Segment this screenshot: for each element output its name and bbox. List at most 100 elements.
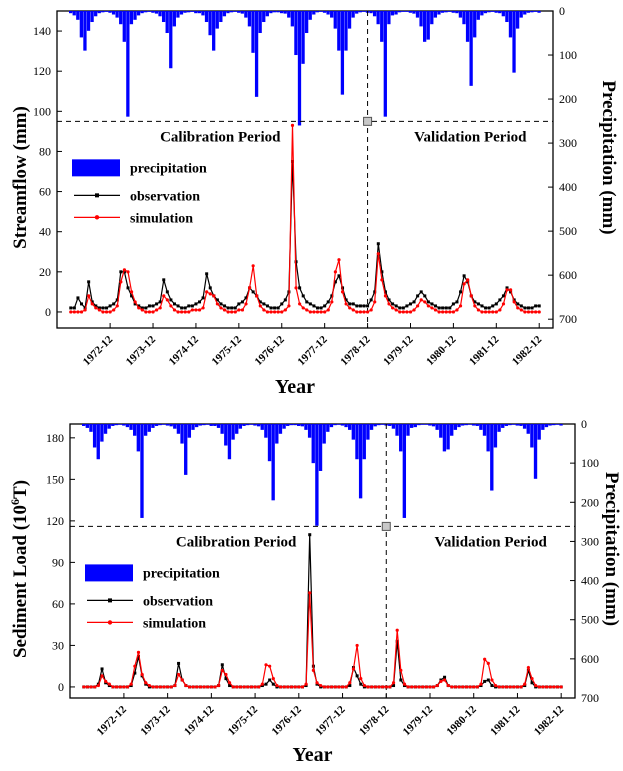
precipitation-bar [176,424,181,434]
observation-point [448,306,452,310]
simulation-point [107,682,111,686]
y2-axis-title: Precipitation (mm) [601,472,622,626]
precipitation-bar [559,424,563,426]
precipitation-bar [433,11,438,18]
legend-simulation-marker [94,215,100,220]
x-tick-label: 1977-12 [313,703,348,738]
simulation-point [205,290,209,294]
precipitation-bar [96,424,100,460]
observation-point [258,300,262,304]
precipitation-bar [333,11,337,29]
precipitation-bar [224,424,228,446]
simulation-point [402,682,407,686]
precipitation-bar [457,424,461,428]
precipitation-bar [82,424,86,426]
simulation-point [483,310,488,314]
simulation-point [541,685,545,689]
precipitation-bar [435,424,439,430]
observation-point [491,304,495,308]
y2-tick-label: 100 [559,48,577,62]
precipitation-bar [544,424,549,428]
simulation-point [276,310,280,314]
observation-point [140,306,144,310]
precipitation-bar [222,11,227,17]
precipitation-bar [72,11,76,16]
x-tick-label: 1973-12 [124,333,159,368]
simulation-point [282,685,286,689]
precipitation-bar [208,11,212,36]
precipitation-bar [458,11,463,18]
precipitation-bar [194,424,199,428]
simulation-point [94,306,98,310]
precipitation-bar [202,424,206,426]
simulation-point [213,685,217,689]
simulation-point [172,308,177,312]
observation-point [155,302,159,306]
precipitation-bar [103,424,108,434]
observation-point [133,671,137,675]
simulation-point [461,685,465,689]
observation-point [251,290,255,294]
simulation-point [370,685,374,689]
observation-point [205,272,209,276]
simulation-point [512,685,516,689]
simulation-point [137,306,141,310]
simulation-point [158,685,162,689]
observation-point [401,306,405,310]
precipitation-bar [92,424,97,448]
precipitation-bar [184,424,188,475]
simulation-point [151,310,155,314]
x-tick-label: 1973-12 [138,703,173,738]
observation-point [516,302,520,306]
precipitation-bar [490,424,494,491]
observation-point [416,294,420,298]
simulation-point [501,302,506,306]
simulation-point [126,270,130,274]
simulation-point [468,685,472,689]
validation-period-label: Validation Period [434,534,547,550]
observation-point [405,304,409,308]
simulation-point [476,308,481,312]
sediment-panel: 0 30 60 90 120 150 180 0 100 200 300 400 500 600 700 19… [8,417,622,766]
precipitation-bar [191,424,195,430]
simulation-point [340,290,345,294]
precipitation-bar [258,11,262,34]
precipitation-bar [83,11,87,51]
precipitation-bar [369,11,373,14]
simulation-point [559,685,563,689]
simulation-point [555,685,560,689]
precipitation-bar [462,11,466,25]
precipitation-bar [69,11,73,14]
simulation-point [537,310,541,314]
simulation-point [523,682,527,686]
precipitation-bar [446,424,450,450]
precipitation-bar [537,424,541,440]
simulation-point [391,681,396,685]
simulation-point [158,306,162,310]
observation-point [501,294,505,298]
precipitation-bar [511,424,516,425]
observation-point [530,306,534,310]
observation-point [423,294,427,298]
x-tick-label: 1972-12 [95,703,130,738]
observation-point [359,682,363,686]
simulation-point [455,308,459,312]
observation-point [136,654,140,658]
observation-point [483,679,487,683]
simulation-point [209,685,213,689]
precipitation-bar [247,11,252,27]
precipitation-bar [126,11,130,117]
observation-point [130,294,134,298]
simulation-point [305,308,309,312]
simulation-point [268,664,272,668]
precipitation-bar [526,424,530,434]
observation-point [298,286,302,290]
y2-tick-label: 0 [559,4,565,18]
y2-axis-title: Precipitation (mm) [598,80,619,234]
divider-marker [363,116,373,126]
precipitation-bar [480,11,484,16]
legend-observation-marker [108,598,112,603]
simulation-point [441,310,445,314]
legend-observation-marker [95,193,99,198]
